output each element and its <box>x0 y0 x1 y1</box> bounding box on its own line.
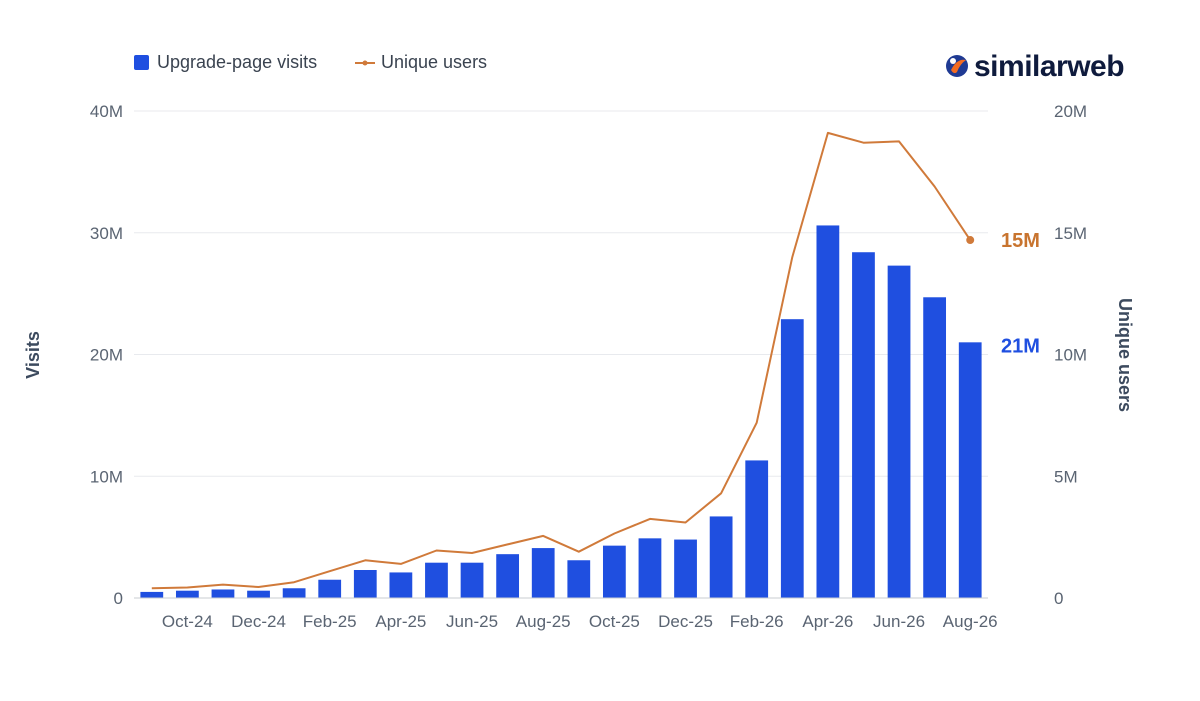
x-tick-label: Jun-25 <box>446 612 498 631</box>
x-axis-ticks: Oct-24 Dec-24 Feb-25 Apr-25 Jun-25 Aug-25 Oct-… <box>162 612 998 631</box>
legend-swatch-visits <box>134 55 149 70</box>
bar <box>531 548 555 598</box>
x-tick-label: Aug-26 <box>943 612 998 631</box>
left-tick-label: 10M <box>90 467 123 486</box>
bar <box>780 319 804 598</box>
legend-item-visits[interactable]: Upgrade-page visits <box>134 52 317 72</box>
bar <box>247 590 270 598</box>
right-tick-label: 15M <box>1054 224 1087 243</box>
grid-lines <box>134 110 988 477</box>
bar <box>140 591 164 598</box>
bar <box>460 562 484 598</box>
right-axis-title: Unique users <box>1115 298 1135 412</box>
brand-name: similarweb <box>974 50 1124 83</box>
right-tick-label: 10M <box>1054 346 1087 365</box>
bar <box>496 554 520 598</box>
left-tick-label: 40M <box>90 102 123 121</box>
bar-end-label: 21M <box>1001 335 1040 357</box>
x-tick-label: Dec-25 <box>658 612 713 631</box>
brand-logo: similarweb <box>946 50 1125 83</box>
bar <box>638 538 662 598</box>
legend: Upgrade-page visits Unique users <box>134 52 487 72</box>
bar <box>318 579 342 598</box>
x-tick-label: Apr-25 <box>375 612 426 631</box>
line-end-label: 15M <box>1001 230 1040 252</box>
similarweb-logo-icon <box>946 55 968 77</box>
legend-label-visits: Upgrade-page visits <box>157 52 317 72</box>
bar <box>852 252 875 599</box>
right-tick-label: 0 <box>1054 589 1063 608</box>
bar-series-visits <box>140 225 982 599</box>
left-axis-title: Visits <box>23 331 43 379</box>
left-tick-label: 30M <box>90 224 123 243</box>
bar <box>282 588 306 598</box>
right-tick-label: 20M <box>1054 102 1087 121</box>
x-tick-label: Aug-25 <box>516 612 571 631</box>
legend-swatch-dot-users <box>362 60 368 66</box>
bar <box>567 560 591 598</box>
bar <box>425 562 448 598</box>
legend-label-users: Unique users <box>381 52 487 72</box>
x-tick-label: Feb-26 <box>730 612 784 631</box>
right-tick-label: 5M <box>1054 467 1078 486</box>
x-tick-label: Oct-24 <box>162 612 213 631</box>
left-tick-label: 20M <box>90 346 123 365</box>
line-path <box>151 131 972 590</box>
bar <box>816 225 840 598</box>
x-tick-label: Oct-25 <box>589 612 640 631</box>
bar <box>389 572 413 598</box>
bar <box>211 589 235 598</box>
x-tick-label: Dec-24 <box>231 612 286 631</box>
bar <box>674 539 697 598</box>
bar <box>745 460 769 598</box>
left-tick-label: 0 <box>114 589 123 608</box>
left-axis-ticks: 0 10M 20M 30M 40M <box>90 102 123 608</box>
bar <box>175 590 199 598</box>
bar <box>602 545 626 598</box>
line-series-users <box>151 131 975 590</box>
x-tick-label: Jun-26 <box>873 612 925 631</box>
bar <box>709 516 733 598</box>
x-tick-label: Apr-26 <box>802 612 853 631</box>
bar <box>887 265 911 598</box>
bar <box>353 569 377 598</box>
bar <box>923 297 947 598</box>
line-end-point <box>966 236 975 245</box>
bar <box>958 342 982 598</box>
legend-item-users[interactable]: Unique users <box>355 52 487 72</box>
x-tick-label: Feb-25 <box>303 612 357 631</box>
right-axis-ticks: 0 5M 10M 15M 20M <box>1054 102 1087 608</box>
